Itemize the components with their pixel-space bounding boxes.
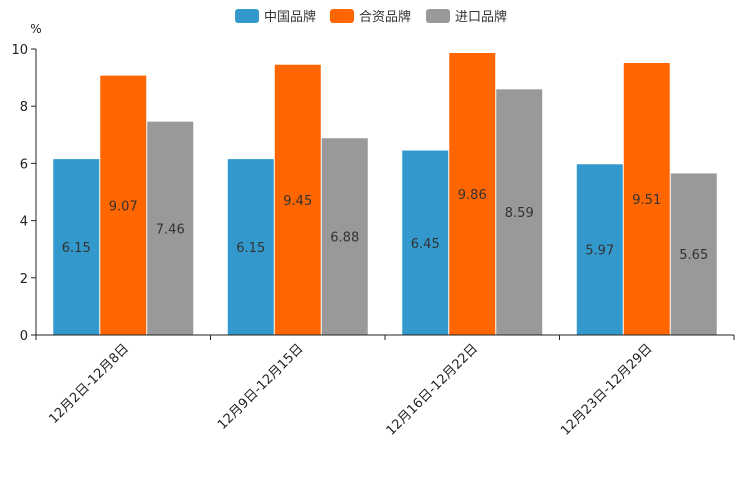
data-label-1-3: 6.45 [411, 237, 440, 252]
y-tick-label-5: 10 [11, 43, 28, 58]
data-label-3-3: 8.59 [505, 206, 534, 221]
legend: 中国品牌 合资品牌 进口品牌 [235, 9, 507, 25]
y-tick-label-1: 2 [20, 272, 28, 287]
bar-1-4[interactable] [576, 164, 623, 335]
y-unit-label: % [30, 22, 41, 36]
x-category-label-2: 12月9日-12月15日 [215, 341, 307, 433]
bar-2-4[interactable] [623, 63, 670, 335]
y-tick-label-0: 0 [20, 329, 28, 344]
data-label-1-2: 6.15 [236, 241, 265, 256]
bar-1-3[interactable] [402, 150, 449, 335]
bar-2-3[interactable] [449, 53, 496, 336]
legend-swatch-1[interactable] [235, 9, 259, 23]
bar-2-1[interactable] [100, 75, 147, 336]
x-category-label-4: 12月23日-12月29日 [558, 341, 655, 438]
data-label-2-3: 9.86 [458, 188, 487, 203]
data-label-3-2: 6.88 [330, 231, 359, 246]
x-category-label-3: 12月16日-12月22日 [384, 341, 481, 438]
bar-2-2[interactable] [274, 64, 321, 335]
data-label-1-1: 6.15 [62, 241, 91, 256]
data-label-3-4: 5.65 [679, 248, 708, 263]
y-tick-label-2: 4 [20, 215, 28, 230]
data-label-2-2: 9.45 [283, 194, 312, 209]
bar-3-4[interactable] [670, 173, 717, 335]
bar-1-2[interactable] [227, 159, 274, 335]
data-label-1-4: 5.97 [585, 244, 614, 259]
x-category-label-1: 12月2日-12月8日 [46, 341, 132, 427]
y-axis: 0 2 4 6 8 10% [11, 22, 41, 344]
bar-1-1[interactable] [53, 159, 100, 335]
y-tick-label-3: 6 [20, 157, 28, 172]
data-label-3-1: 7.46 [156, 222, 185, 237]
x-axis: 12月2日-12月8日 12月9日-12月15日 12月16日-12月22日 12月2… [35, 334, 735, 439]
bar-3-1[interactable] [147, 121, 194, 335]
bars: 6.15 9.07 7.46 6.15 9.45 6.88 6.45 9.86 8.59 5.97… [53, 53, 717, 336]
y-tick-label-4: 8 [20, 100, 28, 115]
legend-swatch-3[interactable] [426, 9, 450, 23]
bar-3-2[interactable] [321, 138, 368, 335]
data-label-2-1: 9.07 [109, 199, 138, 214]
bar-3-3[interactable] [496, 89, 543, 336]
legend-swatch-2[interactable] [330, 9, 354, 23]
data-label-2-4: 9.51 [632, 193, 661, 208]
legend-label-2[interactable]: 合资品牌 [359, 9, 411, 25]
legend-label-1[interactable]: 中国品牌 [264, 9, 316, 25]
legend-label-3[interactable]: 进口品牌 [455, 9, 507, 25]
